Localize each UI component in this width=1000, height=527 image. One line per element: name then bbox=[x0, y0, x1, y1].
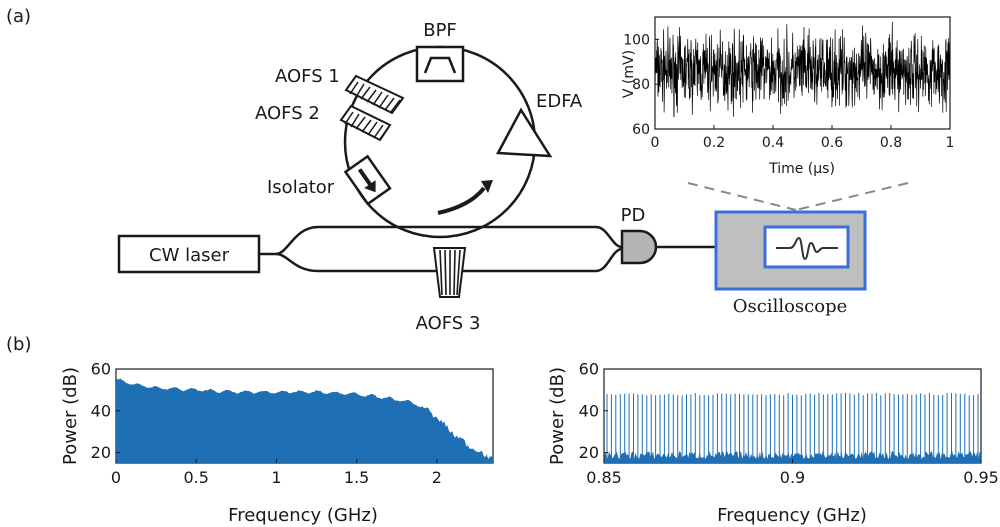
spectrum-zoom-ytick-label: 20 bbox=[579, 443, 599, 462]
time-trace-xtick-label: 0.8 bbox=[880, 135, 902, 151]
spectrum-zoom-ytick-label: 60 bbox=[579, 360, 599, 379]
spectrum-zoom-xtick-label: 0.85 bbox=[586, 468, 622, 487]
spectrum-zoom-xtick-label: 0.95 bbox=[963, 468, 999, 487]
isolator-label: Isolator bbox=[267, 177, 335, 198]
panel-label-b: (b) bbox=[6, 334, 31, 355]
spectrum-wide-xtick-label: 0.5 bbox=[183, 468, 208, 487]
time-trace-ylabel: V (mV) bbox=[621, 50, 637, 98]
time-trace-marks bbox=[654, 21, 951, 118]
circulation-arrow-icon bbox=[437, 186, 486, 215]
spectrum-wide-area bbox=[116, 378, 493, 463]
aofs3-hatching bbox=[439, 249, 461, 296]
time-trace-xtick-label: 0.2 bbox=[703, 135, 725, 151]
spectrum-wide-xtick-label: 1 bbox=[271, 468, 281, 487]
spectrum-zoom-ticks: 0.85 0.9 0.95 20 40 60 bbox=[579, 360, 999, 487]
spectrum-wide-chart: 0 0.5 1 1.5 2 20 40 60 Power (dB) Frequency (GH… bbox=[60, 360, 494, 526]
spectrum-wide-xtick-label: 0 bbox=[111, 468, 121, 487]
spectrum-wide-ylabel: Power (dB) bbox=[60, 367, 81, 465]
bpf-box bbox=[415, 45, 465, 83]
time-trace-xtick-label: 0.4 bbox=[762, 135, 784, 151]
aofs3-label: AOFS 3 bbox=[416, 313, 481, 334]
spectrum-wide-ytick-label: 20 bbox=[91, 443, 111, 462]
circulation-arrowhead bbox=[481, 180, 493, 193]
spectrum-zoom-xlabel: Frequency (GHz) bbox=[717, 505, 867, 526]
time-trace-xtick-label: 1 bbox=[946, 135, 955, 151]
time-trace-ytick-label: 60 bbox=[632, 122, 650, 138]
isolator-icon bbox=[343, 154, 392, 206]
bandpass-icon bbox=[423, 56, 457, 74]
spectrum-zoom-xtick-label: 0.9 bbox=[780, 468, 805, 487]
time-trace-xtick-label: 0.6 bbox=[821, 135, 843, 151]
time-trace-xlabel: Time (μs) bbox=[768, 161, 835, 177]
spectrum-wide-xlabel: Frequency (GHz) bbox=[228, 505, 378, 526]
pd-label: PD bbox=[621, 205, 646, 226]
time-trace-ticks: 0 0.2 0.4 0.6 0.8 1 60 80 100 bbox=[623, 32, 954, 151]
aofs1-hatching bbox=[349, 81, 401, 113]
aofs2-hatching bbox=[344, 111, 389, 140]
time-trace-xtick-label: 0 bbox=[651, 135, 660, 151]
panel-label-a: (a) bbox=[6, 6, 31, 27]
bpf-label: BPF bbox=[423, 20, 457, 41]
spectrum-wide-xtick-label: 1.5 bbox=[344, 468, 369, 487]
time-trace-line bbox=[654, 21, 951, 118]
zoom-lines bbox=[687, 182, 909, 211]
spectrum-zoom-chart: 0.85 0.9 0.95 20 40 60 Power (dB) Frequency (… bbox=[547, 360, 999, 526]
time-trace-ytick-label: 100 bbox=[623, 32, 650, 48]
photodetector-icon bbox=[620, 229, 658, 265]
oscilloscope-label: Oscilloscope bbox=[733, 296, 848, 317]
spectrum-zoom-ytick-label: 40 bbox=[579, 401, 599, 420]
aofs2-label: AOFS 2 bbox=[255, 103, 320, 124]
spectrum-wide-ticks: 0 0.5 1 1.5 2 20 40 60 bbox=[91, 360, 442, 487]
time-trace-ytick-label: 80 bbox=[632, 77, 650, 93]
aofs1-label: AOFS 1 bbox=[275, 66, 340, 87]
spectrum-wide-marks bbox=[116, 378, 493, 463]
spectrum-zoom-ylabel: Power (dB) bbox=[547, 367, 568, 465]
spectrum-wide-ytick-label: 40 bbox=[91, 401, 111, 420]
waveform-icon bbox=[776, 236, 838, 261]
edfa-label: EDFA bbox=[536, 91, 583, 112]
edfa-amplifier-icon bbox=[495, 107, 553, 158]
spectrum-wide-xtick-label: 2 bbox=[432, 468, 442, 487]
time-trace-chart: 0 0.2 0.4 0.6 0.8 1 60 80 100 V (mV) Time (μs) bbox=[621, 16, 954, 177]
spectrum-wide-ytick-label: 60 bbox=[91, 360, 111, 379]
cw-laser-label: CW laser bbox=[149, 245, 230, 266]
spectrum-zoom-marks bbox=[604, 392, 981, 463]
